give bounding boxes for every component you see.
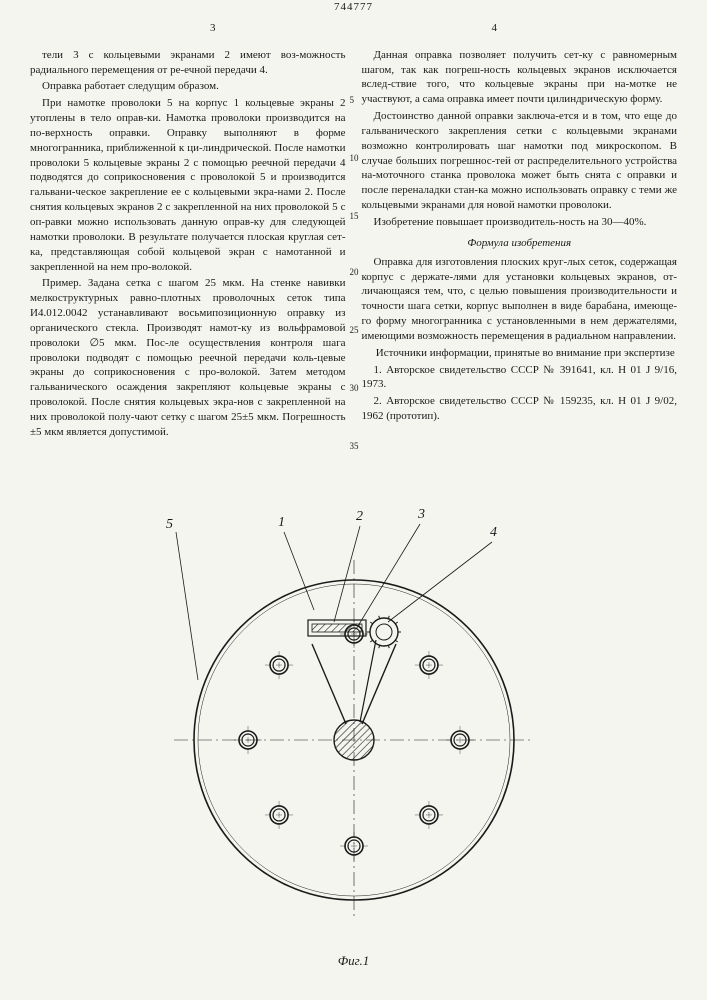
- svg-text:2: 2: [356, 509, 363, 524]
- body-text: Достоинство данной оправки заключа-ется …: [362, 109, 678, 213]
- right-column: 5 10 15 20 25 30 35 Данная оправка позво…: [362, 48, 678, 458]
- line-num: 15: [350, 210, 359, 222]
- body-text: При намотке проволоки 5 на корпус 1 коль…: [30, 96, 346, 274]
- body-text: 2. Авторское свидетельство СССР № 159235…: [362, 394, 678, 424]
- patent-number: 744777: [30, 0, 677, 15]
- line-num: 30: [350, 382, 359, 394]
- figure-label: Фиг.1: [30, 952, 677, 970]
- text-columns: тели 3 с кольцевыми экранами 2 имеют воз…: [30, 48, 677, 458]
- figure-1: 5 1 2 3 4: [30, 470, 677, 950]
- body-text: 1. Авторское свидетельство СССР № 391641…: [362, 363, 678, 393]
- body-text: Изобретение повышает производитель-ность…: [362, 215, 678, 230]
- body-text: Оправка работает следущим образом.: [30, 79, 346, 94]
- svg-text:1: 1: [278, 515, 285, 530]
- page-numbers: 3 4: [30, 21, 677, 36]
- page-num-left: 3: [210, 21, 216, 36]
- svg-text:3: 3: [417, 507, 425, 522]
- formula-heading: Формула изобретения: [362, 236, 678, 251]
- line-num: 25: [350, 324, 359, 336]
- line-num: 5: [350, 94, 355, 106]
- body-text: тели 3 с кольцевыми экранами 2 имеют воз…: [30, 48, 346, 78]
- page-num-right: 4: [492, 21, 498, 36]
- line-num: 10: [350, 152, 359, 164]
- body-text: Данная оправка позволяет получить сет-ку…: [362, 48, 678, 107]
- body-text: Пример. Задана сетка с шагом 25 мкм. На …: [30, 276, 346, 439]
- body-text: Оправка для изготовления плоских круг-лы…: [362, 255, 678, 344]
- left-column: тели 3 с кольцевыми экранами 2 имеют воз…: [30, 48, 346, 458]
- body-text: Источники информации, принятые во вниман…: [362, 346, 678, 361]
- svg-text:5: 5: [166, 517, 173, 532]
- line-num: 35: [350, 440, 359, 452]
- line-num: 20: [350, 266, 359, 278]
- svg-text:4: 4: [490, 525, 497, 540]
